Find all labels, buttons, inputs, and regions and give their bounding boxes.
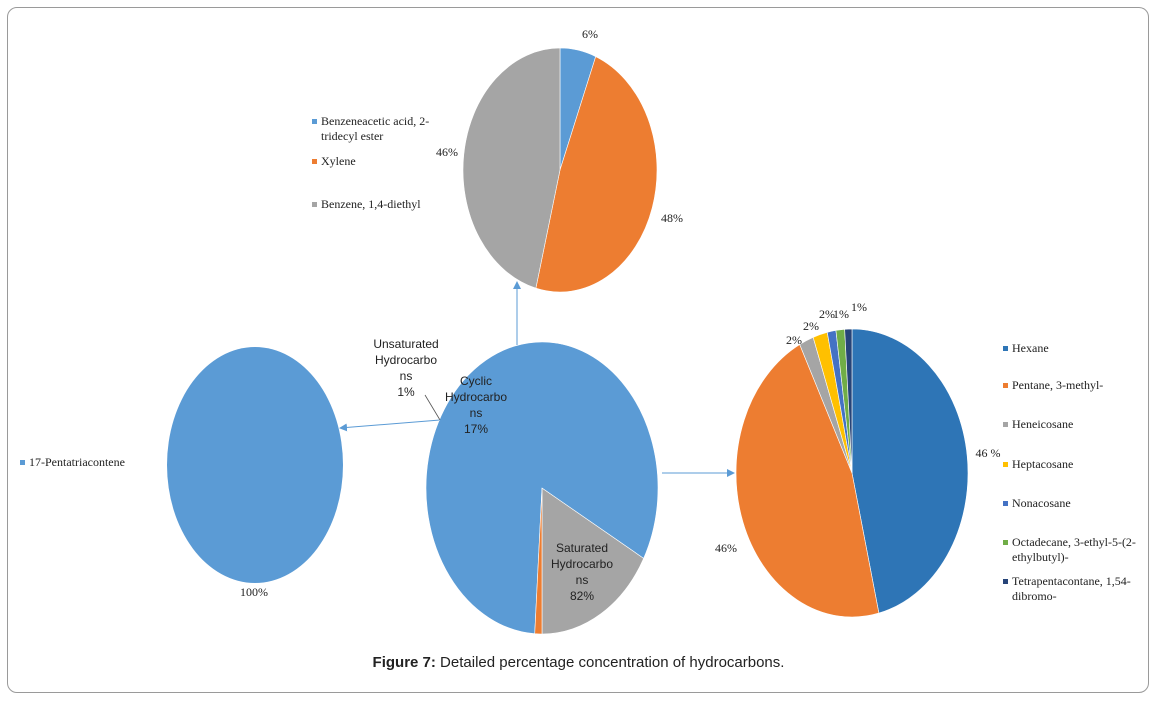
unsaturated-label-0: 100%	[240, 585, 268, 599]
saturated-legend-label: ethylbutyl)-	[1012, 550, 1069, 564]
saturated-legend-swatch	[1003, 462, 1008, 467]
saturated-label-4: 2%	[819, 307, 835, 321]
pie-slice-tetrapentacontane-1-54-dibromo	[844, 328, 853, 474]
saturated-legend-swatch	[1003, 346, 1008, 351]
cyclic-legend-label: Benzene, 1,4-diethyl	[321, 197, 421, 211]
figure-caption: Figure 7: Detailed percentage concentrat…	[0, 654, 1157, 671]
saturated-legend-swatch	[1003, 540, 1008, 545]
saturated-hydrocarbon-pie	[735, 328, 969, 618]
main-label-saturated: Saturated	[556, 541, 608, 555]
cyclic-label-2: 46%	[436, 145, 458, 159]
unsaturated-legend-label: 17-Pentatriacontene	[29, 455, 125, 469]
cyclic-legend-label: Xylene	[321, 154, 356, 168]
saturated-label-0: 46 %	[976, 446, 1001, 460]
saturated-legend: Hexane Pentane, 3-methyl- Heneicosane Hepta…	[1003, 341, 1136, 603]
unsaturated-pie-labels: 100%	[240, 585, 268, 599]
saturated-legend-label: dibromo-	[1012, 589, 1057, 603]
pie-slice-unsaturated-hydrocarbons	[534, 487, 543, 635]
cyclic-legend: Benzeneacetic acid, 2-tridecyl ester Xyle…	[312, 114, 429, 211]
unsaturated-legend: 17-Pentatriacontene	[20, 455, 125, 469]
pie-slice-benzene-1-4-diethyl	[462, 47, 561, 289]
main-label-cyclic: Hydrocarbo	[445, 390, 507, 404]
saturated-label-1: 46%	[715, 541, 737, 555]
unsaturated-leader-line	[424, 394, 441, 421]
main-label-cyclic: Cyclic	[460, 374, 492, 388]
saturated-legend-label: Heptacosane	[1012, 457, 1073, 471]
main-hydrocarbon-pie	[425, 341, 659, 635]
pie-slice-hexane	[851, 328, 969, 614]
saturated-legend-label: Octadecane, 3-ethyl-5-(2-	[1012, 535, 1136, 549]
main-label-cyclic: 17%	[464, 422, 488, 436]
pie-slice-17-pentatriacontene	[167, 347, 343, 583]
saturated-pie-labels: 46 %46%2%2%2%1% 1%	[715, 300, 1001, 555]
pie-slice-saturated-hydrocarbons	[425, 341, 659, 635]
pie-slice-pentane-3-methyl	[735, 344, 880, 618]
main-label-saturated: ns	[576, 573, 589, 587]
main-pie-labels: Cyclic Hydrocarbo ns 17% Saturated Hydrocarbo…	[373, 337, 613, 603]
main-label-cyclic: ns	[470, 406, 483, 420]
cyclic-label-1: 48%	[661, 211, 683, 225]
pie-slice-cyclic-hydrocarbons	[541, 487, 645, 635]
saturated-legend-label: Tetrapentacontane, 1,54-	[1012, 574, 1131, 588]
unsaturated-legend-swatch	[20, 460, 25, 465]
unsaturated-hydrocarbon-pie	[167, 347, 343, 583]
saturated-label-3: 2%	[803, 319, 819, 333]
saturated-legend-label: Nonacosane	[1012, 496, 1071, 510]
main-label-unsaturated: ns	[400, 369, 413, 383]
cyclic-legend-swatch	[312, 159, 317, 164]
main-label-saturated: 82%	[570, 589, 594, 603]
cyclic-legend-swatch	[312, 202, 317, 207]
saturated-label-6: 1%	[851, 300, 867, 314]
saturated-legend-label: Hexane	[1012, 341, 1049, 355]
cyclic-legend-label: tridecyl ester	[321, 129, 383, 143]
connector-arrows	[339, 281, 735, 477]
main-label-unsaturated: Hydrocarbo	[375, 353, 437, 367]
main-label-saturated: Hydrocarbo	[551, 557, 613, 571]
arrow-to-unsaturated-pie	[339, 419, 441, 432]
saturated-legend-swatch	[1003, 501, 1008, 506]
caption-label: Figure 7:	[372, 654, 436, 671]
saturated-legend-swatch	[1003, 579, 1008, 584]
saturated-label-5: 1%	[833, 307, 849, 321]
pie-slice-xylene	[535, 56, 658, 293]
saturated-legend-swatch	[1003, 422, 1008, 427]
saturated-label-2: 2%	[786, 333, 802, 347]
cyclic-legend-label: Benzeneacetic acid, 2-	[321, 114, 429, 128]
cyclic-label-0: 6%	[582, 27, 598, 41]
cyclic-hydrocarbon-pie	[462, 47, 658, 293]
saturated-legend-label: Heneicosane	[1012, 417, 1073, 431]
saturated-legend-label: Pentane, 3-methyl-	[1012, 378, 1103, 392]
saturated-legend-swatch	[1003, 383, 1008, 388]
cyclic-legend-swatch	[312, 119, 317, 124]
main-label-unsaturated: Unsaturated	[373, 337, 438, 351]
caption-text: Detailed percentage concentration of hyd…	[435, 654, 785, 671]
cyclic-pie-labels: 6% 48% 46%	[436, 27, 683, 225]
main-label-unsaturated: 1%	[397, 385, 415, 399]
